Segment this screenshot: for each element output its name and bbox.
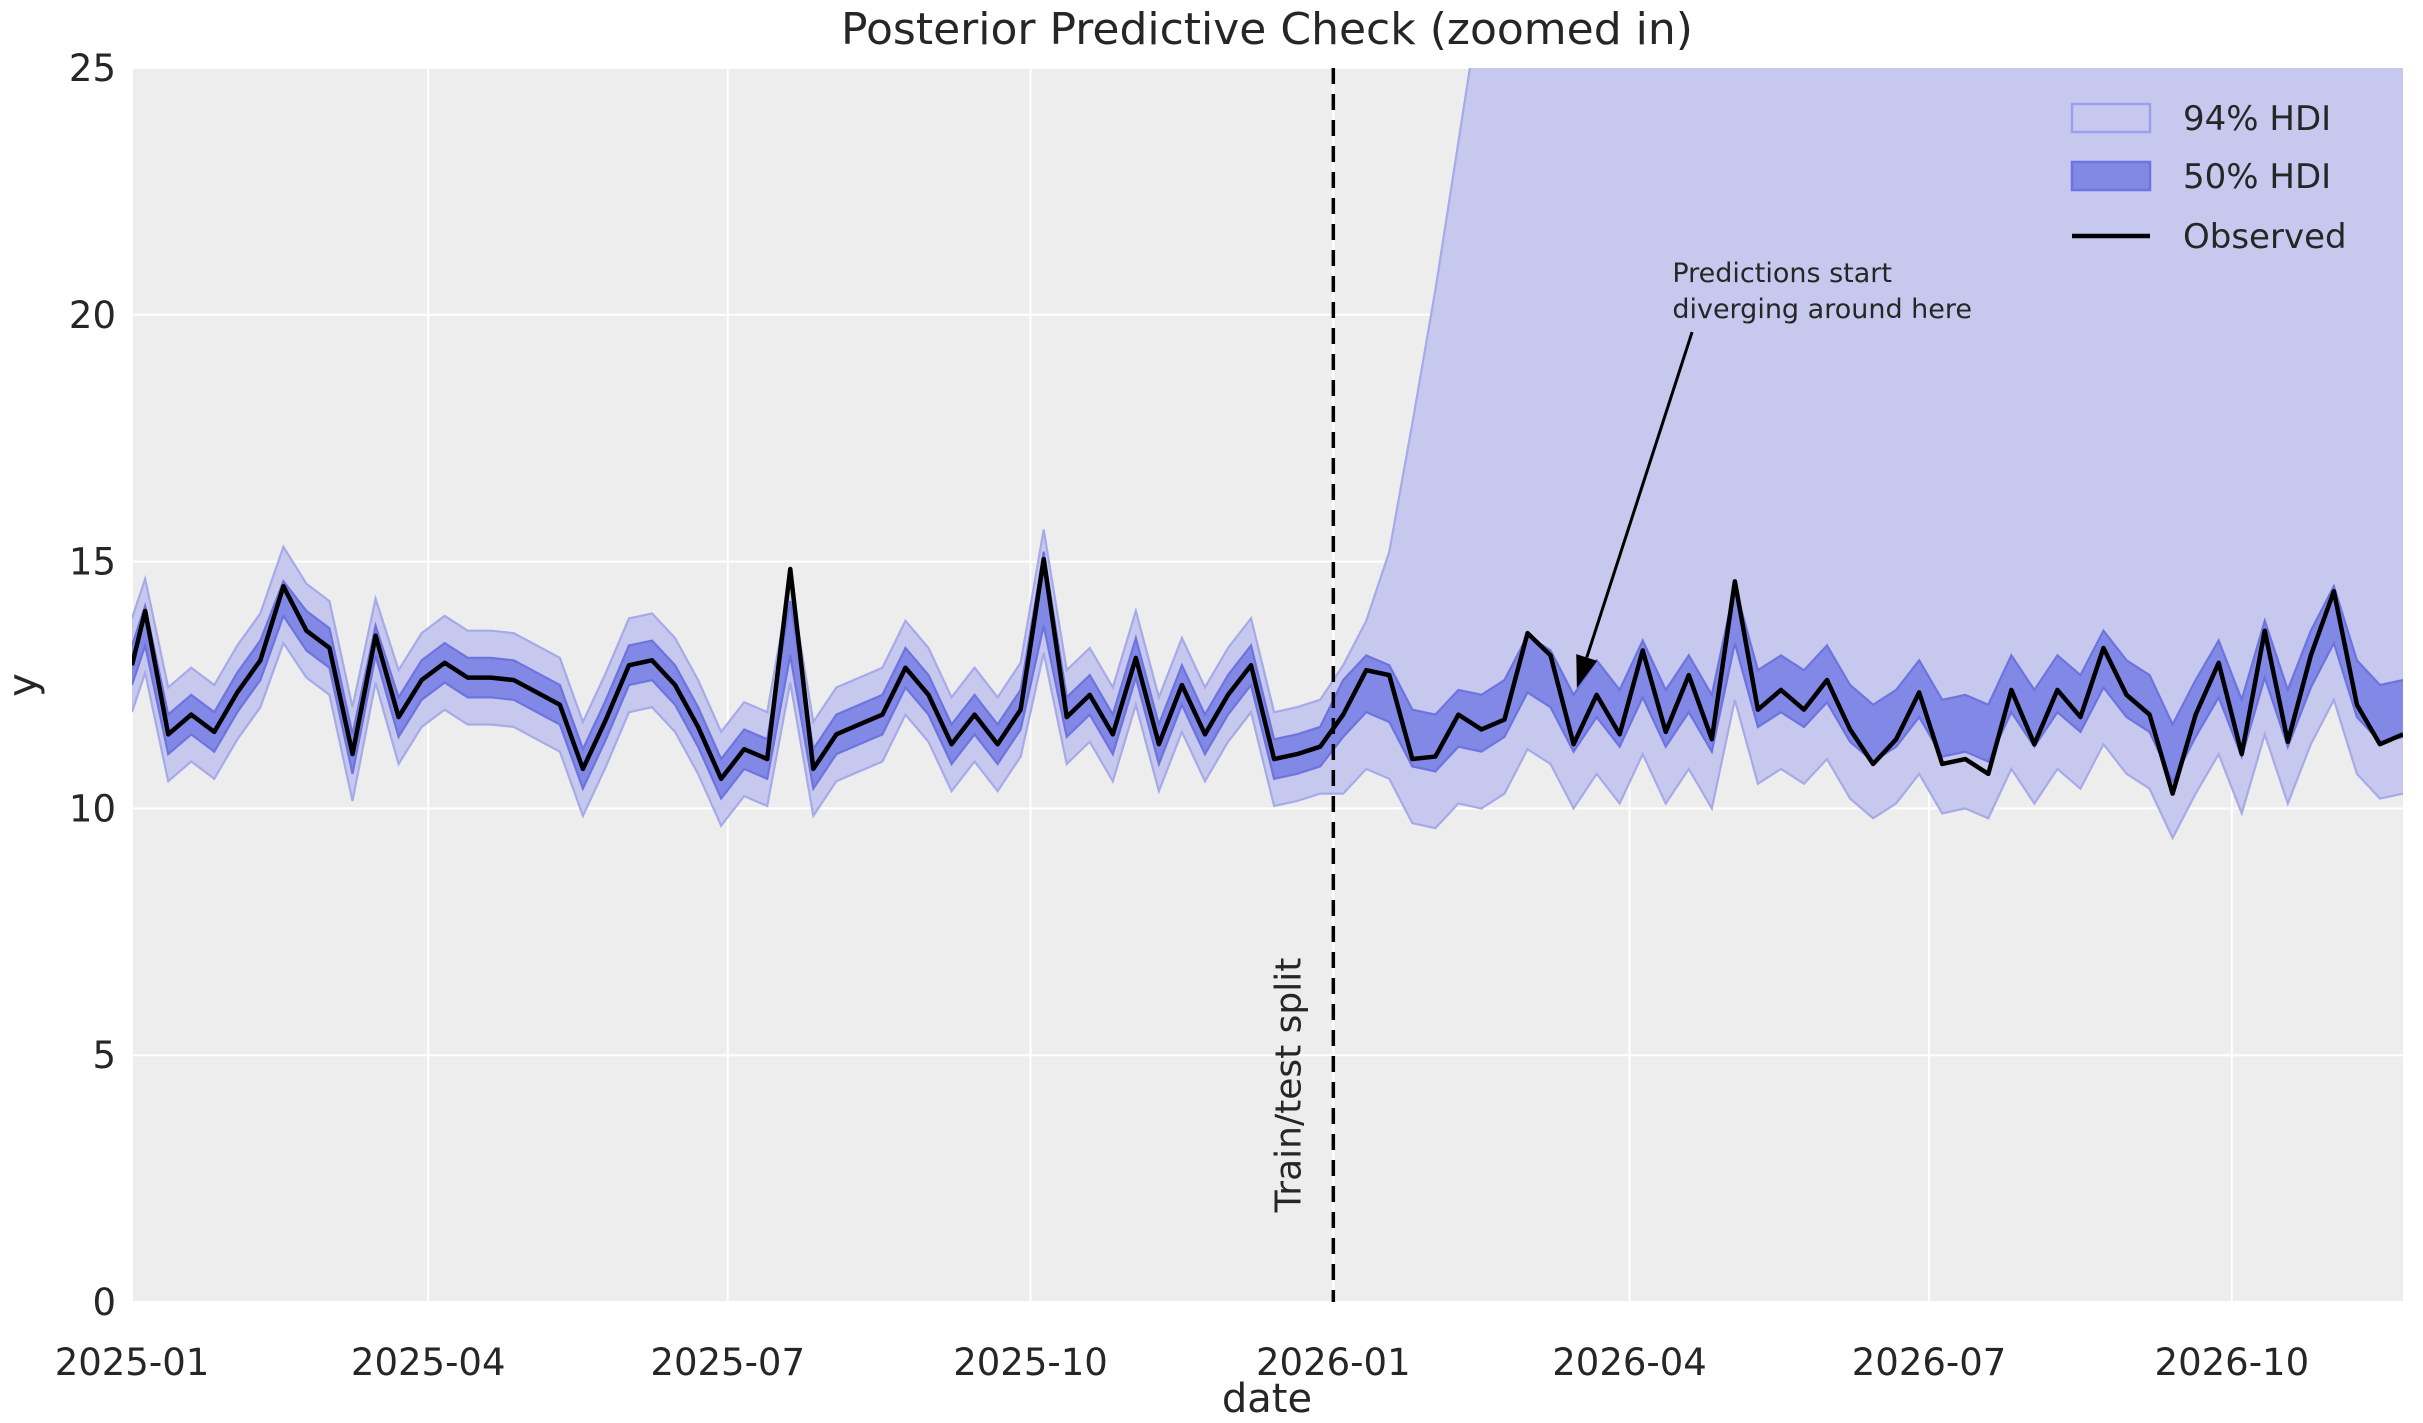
legend-label-observed: Observed xyxy=(2183,217,2347,257)
x-tick-label: 2025-01 xyxy=(55,1341,210,1384)
legend-swatch-94hdi xyxy=(2070,102,2152,134)
x-tick-label: 2026-01 xyxy=(1256,1341,1411,1384)
y-tick-label: 0 xyxy=(92,1281,116,1324)
legend-item-50hdi: 50% HDI xyxy=(2070,157,2331,197)
hdi94-lower-edge xyxy=(132,640,2403,841)
y-tick-label: 5 xyxy=(92,1034,116,1077)
legend-item-94hdi: 94% HDI xyxy=(2070,99,2331,139)
hdi50-band xyxy=(132,551,2403,799)
hdi50-upper-edge xyxy=(132,551,2403,762)
x-tick-label: 2026-10 xyxy=(2155,1341,2310,1384)
hdi94-band xyxy=(132,68,2403,839)
chart-title: Posterior Predictive Check (zoomed in) xyxy=(841,4,1693,55)
x-tick-label: 2026-04 xyxy=(1552,1341,1707,1384)
tick-labels: 2025-01 2025-04 2025-07 2025-10 2026-01 2026-… xyxy=(55,47,2309,1384)
legend-label-94hdi: 94% HDI xyxy=(2183,99,2331,139)
hdi50-lower-edge xyxy=(132,613,2403,801)
annotation-line1: Predictions start xyxy=(1672,258,1892,289)
y-tick-label: 25 xyxy=(69,47,116,90)
y-tick-label: 15 xyxy=(69,541,116,584)
legend: 94% HDI 50% HDI Observed xyxy=(2070,99,2347,257)
annotation-arrow-shaft xyxy=(1585,331,1694,658)
series-layer xyxy=(132,68,2403,841)
x-tick-label: 2025-04 xyxy=(351,1341,506,1384)
hdi94-upper-edge xyxy=(132,68,1472,735)
annotation-arrow-head-icon xyxy=(1576,654,1598,688)
y-axis-label: y xyxy=(0,673,46,697)
annotation: Predictions start diverging around here xyxy=(1576,258,1972,688)
y-tick-label: 10 xyxy=(69,787,116,830)
x-tick-label: 2026-07 xyxy=(1852,1341,2007,1384)
legend-swatch-50hdi xyxy=(2070,160,2152,192)
y-tick-label: 20 xyxy=(69,294,116,337)
x-tick-label: 2025-10 xyxy=(953,1341,1108,1384)
annotation-line2: diverging around here xyxy=(1672,294,1972,325)
legend-label-50hdi: 50% HDI xyxy=(2183,157,2331,197)
x-tick-label: 2025-07 xyxy=(650,1341,805,1384)
split-line-label: Train/test split xyxy=(1268,958,1309,1214)
observed-line xyxy=(132,556,2403,796)
legend-item-observed: Observed xyxy=(2072,217,2347,257)
x-axis-label: date xyxy=(1222,1376,1312,1422)
